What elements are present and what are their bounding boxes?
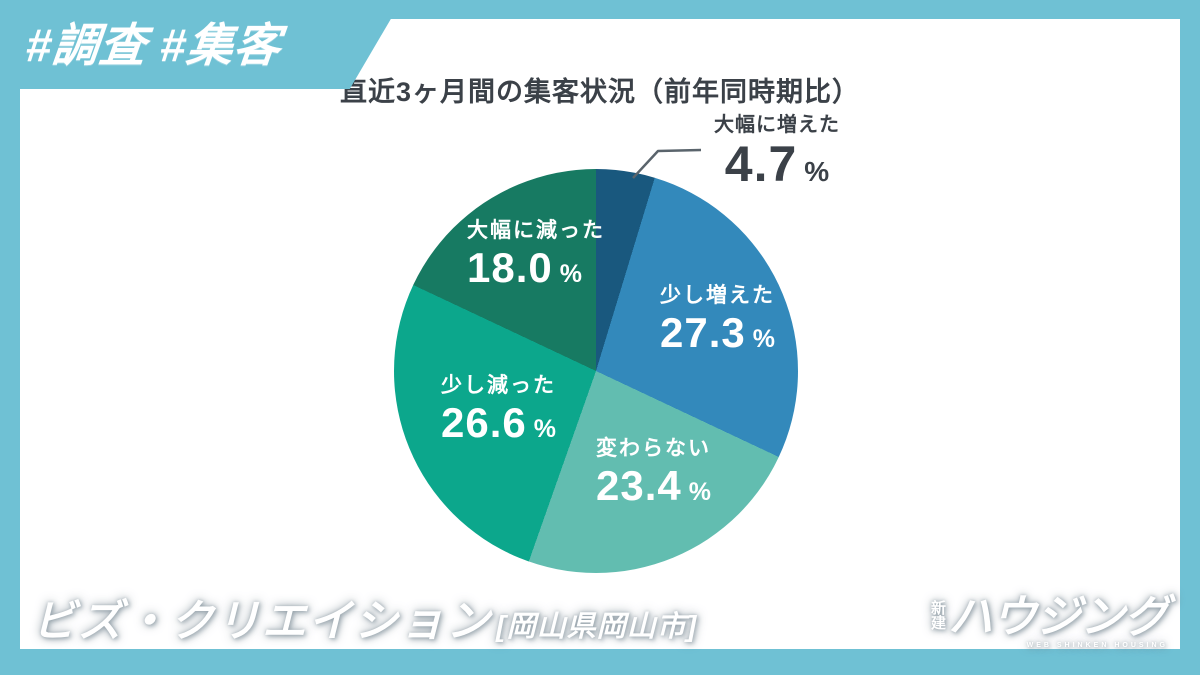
pie-slice-label-decreased-greatly: 大幅に減った 18.0 % — [467, 218, 605, 289]
logo-prefix: 新建 — [928, 600, 946, 630]
logo-tagline: WEB SHINKEN HOUSING — [1026, 642, 1168, 649]
slice-value: 23.4 % — [596, 462, 711, 510]
slice-name: 大幅に減った — [467, 219, 605, 242]
slice-value: 18.0 % — [467, 244, 582, 292]
chart-title: 直近3ヶ月間の集客状況（前年同時期比） — [339, 77, 860, 107]
slice-name: 大幅に増えた — [714, 114, 840, 136]
slice-value: 27.3 % — [660, 309, 775, 357]
slice-name: 少し増えた — [660, 284, 775, 307]
header-banner: #調査 #集客 — [0, 0, 402, 89]
source-company: ビズ・クリエイション [岡山県岡山市] — [32, 585, 697, 649]
pie-slice-label-unchanged: 変わらない 23.4 % — [596, 436, 711, 507]
company-name: ビズ・クリエイション — [32, 597, 492, 646]
shinken-housing-logo: 新建 ハウジング WEB SHINKEN HOUSING — [928, 591, 1169, 649]
slice-value: 26.6 % — [441, 399, 556, 447]
pie-chart — [394, 169, 798, 573]
slice-name: 変わらない — [596, 437, 711, 460]
pie-slice-label-increased-greatly: 大幅に増えた 4.7 % — [693, 113, 861, 189]
pie-slice-label-decreased-slightly: 少し減った 26.6 % — [441, 373, 556, 444]
pie-slice-label-increased-slightly: 少し増えた 27.3 % — [660, 283, 775, 354]
company-location: [岡山県岡山市] — [496, 611, 698, 643]
header-hashtags: #調査 #集客 — [23, 18, 284, 71]
logo-main-text: ハウジング — [947, 591, 1169, 642]
slice-value: 4.7 % — [724, 136, 830, 192]
slice-name: 少し減った — [441, 374, 556, 397]
